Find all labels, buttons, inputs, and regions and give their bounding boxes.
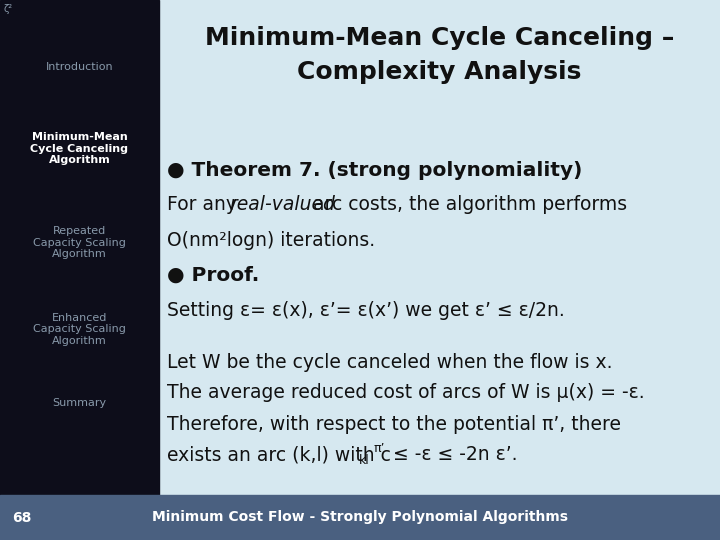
Text: ζ²: ζ² [4, 4, 13, 14]
Bar [0, 495, 720, 540]
Text: Enhanced
Capacity Scaling
Algorithm: Enhanced Capacity Scaling Algorithm [33, 313, 126, 346]
Text: kl: kl [359, 454, 370, 467]
Text: real-valued: real-valued [229, 195, 335, 214]
Text: Minimum-Mean Cycle Canceling –: Minimum-Mean Cycle Canceling – [204, 26, 674, 50]
Text: ● Theorem 7. (strong polynomiality): ● Theorem 7. (strong polynomiality) [167, 160, 582, 179]
Text: Therefore, with respect to the potential π’, there: Therefore, with respect to the potential… [167, 415, 621, 434]
Text: π’: π’ [373, 442, 384, 456]
Text: Let W be the cycle canceled when the flow is x.: Let W be the cycle canceled when the flo… [167, 353, 613, 372]
Bar [159, 0, 720, 495]
Text: Summary: Summary [53, 399, 107, 408]
Text: Repeated
Capacity Scaling
Algorithm: Repeated Capacity Scaling Algorithm [33, 226, 126, 259]
Text: Minimum Cost Flow - Strongly Polynomial Algorithms: Minimum Cost Flow - Strongly Polynomial … [152, 510, 568, 524]
Text: Setting ε= ε(x), ε’= ε(x’) we get ε’ ≤ ε/2n.: Setting ε= ε(x), ε’= ε(x’) we get ε’ ≤ ε… [167, 300, 564, 320]
Bar [0, 0, 159, 495]
Text: exists an arc (k,l) with c: exists an arc (k,l) with c [167, 446, 391, 464]
Text: O(nm²logn) iterations.: O(nm²logn) iterations. [167, 231, 375, 249]
Text: Introduction: Introduction [45, 62, 113, 72]
Text: Minimum-Mean
Cycle Canceling
Algorithm: Minimum-Mean Cycle Canceling Algorithm [30, 132, 128, 165]
Text: The average reduced cost of arcs of W is μ(x) = -ε.: The average reduced cost of arcs of W is… [167, 383, 644, 402]
Text: ● Proof.: ● Proof. [167, 266, 259, 285]
Text: For any: For any [167, 195, 243, 214]
Text: Complexity Analysis: Complexity Analysis [297, 60, 582, 84]
Text: ≤ -ε ≤ -2n ε’.: ≤ -ε ≤ -2n ε’. [387, 446, 518, 464]
Text: 68: 68 [12, 510, 32, 524]
Text: arc costs, the algorithm performs: arc costs, the algorithm performs [307, 195, 627, 214]
